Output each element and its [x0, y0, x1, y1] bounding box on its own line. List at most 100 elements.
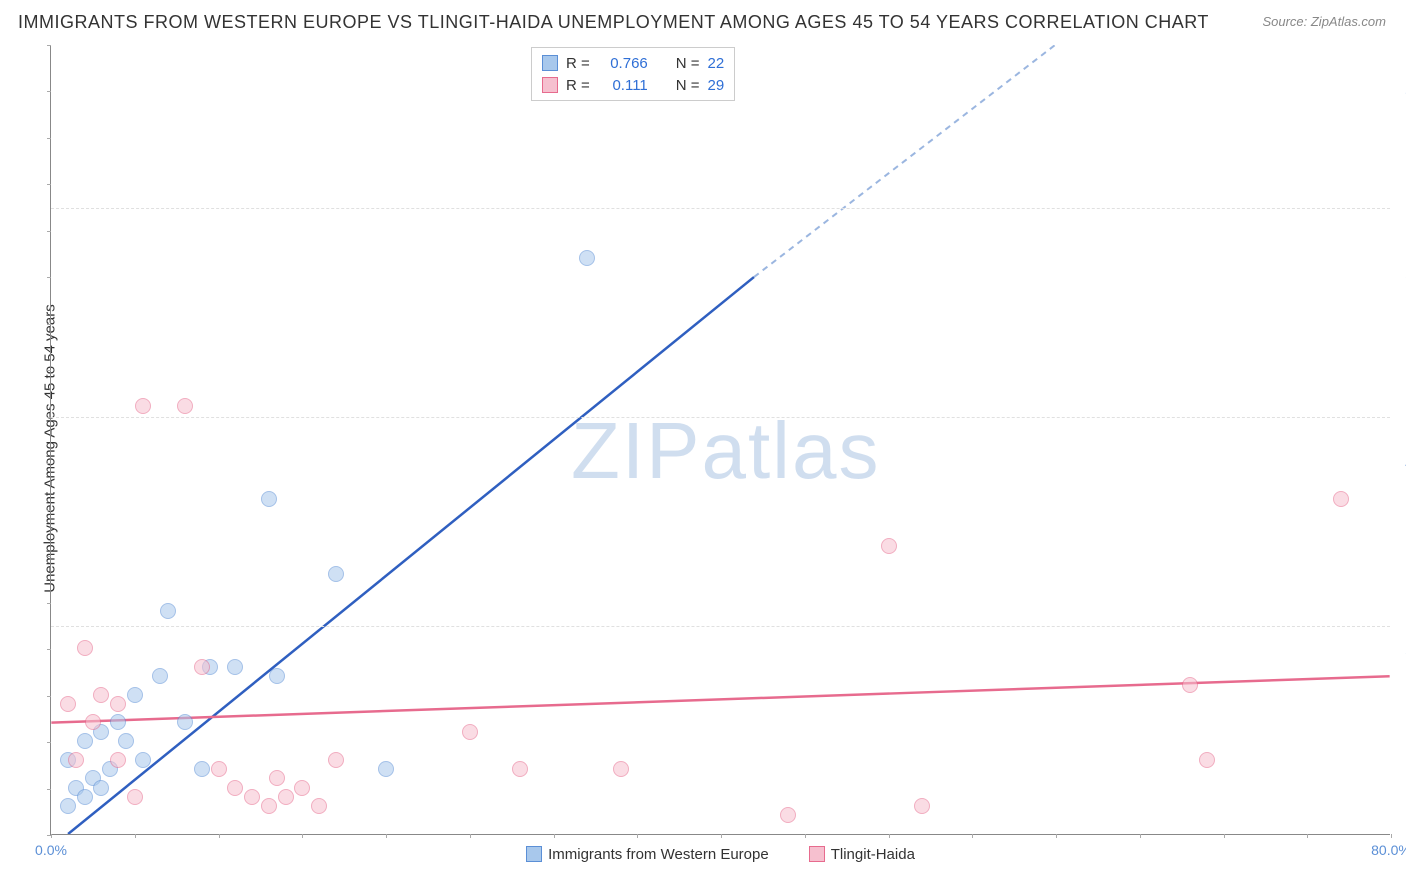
scatter-point	[278, 789, 294, 805]
scatter-point	[127, 789, 143, 805]
scatter-point	[194, 761, 210, 777]
y-minor-tick	[47, 603, 51, 604]
scatter-point	[77, 733, 93, 749]
scatter-point	[294, 780, 310, 796]
x-minor-tick	[1056, 834, 1057, 838]
x-minor-tick	[470, 834, 471, 838]
x-minor-tick	[1224, 834, 1225, 838]
scatter-point	[118, 733, 134, 749]
y-minor-tick	[47, 463, 51, 464]
scatter-point	[68, 752, 84, 768]
x-minor-tick	[637, 834, 638, 838]
gridline-horizontal	[51, 208, 1390, 209]
scatter-point	[1199, 752, 1215, 768]
scatter-point	[135, 752, 151, 768]
legend-series-item: Tlingit-Haida	[809, 846, 915, 863]
scatter-point	[60, 696, 76, 712]
x-minor-tick	[1391, 834, 1392, 838]
x-minor-tick	[51, 834, 52, 838]
y-minor-tick	[47, 742, 51, 743]
scatter-point	[152, 668, 168, 684]
scatter-point	[914, 798, 930, 814]
legend-series-label: Immigrants from Western Europe	[548, 846, 769, 863]
scatter-point	[328, 566, 344, 582]
scatter-point	[462, 724, 478, 740]
source-prefix: Source:	[1262, 14, 1310, 29]
scatter-point	[110, 752, 126, 768]
watermark: ZIPatlas	[571, 405, 880, 497]
x-minor-tick	[302, 834, 303, 838]
scatter-point	[177, 398, 193, 414]
x-minor-tick	[721, 834, 722, 838]
scatter-point	[110, 714, 126, 730]
scatter-point	[378, 761, 394, 777]
r-value: 0.766	[598, 55, 648, 72]
y-minor-tick	[47, 277, 51, 278]
n-value: 29	[708, 77, 725, 94]
y-minor-tick	[47, 370, 51, 371]
scatter-point	[1182, 677, 1198, 693]
y-minor-tick	[47, 556, 51, 557]
scatter-point	[110, 696, 126, 712]
n-label: N =	[676, 55, 700, 72]
x-minor-tick	[386, 834, 387, 838]
x-tick-label: 80.0%	[1371, 842, 1406, 858]
scatter-point	[60, 798, 76, 814]
x-minor-tick	[889, 834, 890, 838]
scatter-point	[227, 659, 243, 675]
scatter-point	[85, 714, 101, 730]
r-value: 0.111	[598, 77, 648, 94]
y-minor-tick	[47, 696, 51, 697]
gridline-horizontal	[51, 626, 1390, 627]
legend-correlation-box: R =0.766N =22R =0.111N =29	[531, 47, 735, 101]
y-minor-tick	[47, 184, 51, 185]
scatter-point	[93, 780, 109, 796]
scatter-point	[211, 761, 227, 777]
legend-correlation-row: R =0.111N =29	[542, 74, 724, 96]
scatter-point	[311, 798, 327, 814]
scatter-point	[269, 668, 285, 684]
plot-area: ZIPatlas R =0.766N =22R =0.111N =29 Immi…	[50, 45, 1390, 835]
legend-series-label: Tlingit-Haida	[831, 846, 915, 863]
scatter-point	[328, 752, 344, 768]
scatter-point	[579, 250, 595, 266]
scatter-point	[160, 603, 176, 619]
legend-swatch	[542, 55, 558, 71]
legend-swatch	[542, 77, 558, 93]
scatter-point	[227, 780, 243, 796]
legend-swatch	[809, 846, 825, 862]
x-tick-label: 0.0%	[35, 842, 67, 858]
y-minor-tick	[47, 231, 51, 232]
y-minor-tick	[47, 138, 51, 139]
scatter-point	[77, 640, 93, 656]
scatter-point	[135, 398, 151, 414]
x-minor-tick	[554, 834, 555, 838]
r-label: R =	[566, 55, 590, 72]
regression-lines	[51, 45, 1390, 834]
x-minor-tick	[1140, 834, 1141, 838]
scatter-point	[93, 687, 109, 703]
scatter-point	[77, 789, 93, 805]
y-minor-tick	[47, 417, 51, 418]
scatter-point	[780, 807, 796, 823]
x-minor-tick	[1307, 834, 1308, 838]
x-minor-tick	[805, 834, 806, 838]
scatter-point	[881, 538, 897, 554]
y-minor-tick	[47, 649, 51, 650]
regression-line-extrapolated	[754, 45, 1055, 277]
scatter-point	[194, 659, 210, 675]
scatter-point	[261, 798, 277, 814]
n-label: N =	[676, 77, 700, 94]
y-minor-tick	[47, 91, 51, 92]
x-minor-tick	[972, 834, 973, 838]
legend-swatch	[526, 846, 542, 862]
x-minor-tick	[219, 834, 220, 838]
y-minor-tick	[47, 324, 51, 325]
source-attribution: Source: ZipAtlas.com	[1262, 14, 1386, 29]
scatter-point	[127, 687, 143, 703]
regression-line	[68, 277, 754, 834]
y-minor-tick	[47, 510, 51, 511]
legend-series-item: Immigrants from Western Europe	[526, 846, 769, 863]
chart-title: IMMIGRANTS FROM WESTERN EUROPE VS TLINGI…	[18, 12, 1209, 33]
scatter-point	[512, 761, 528, 777]
